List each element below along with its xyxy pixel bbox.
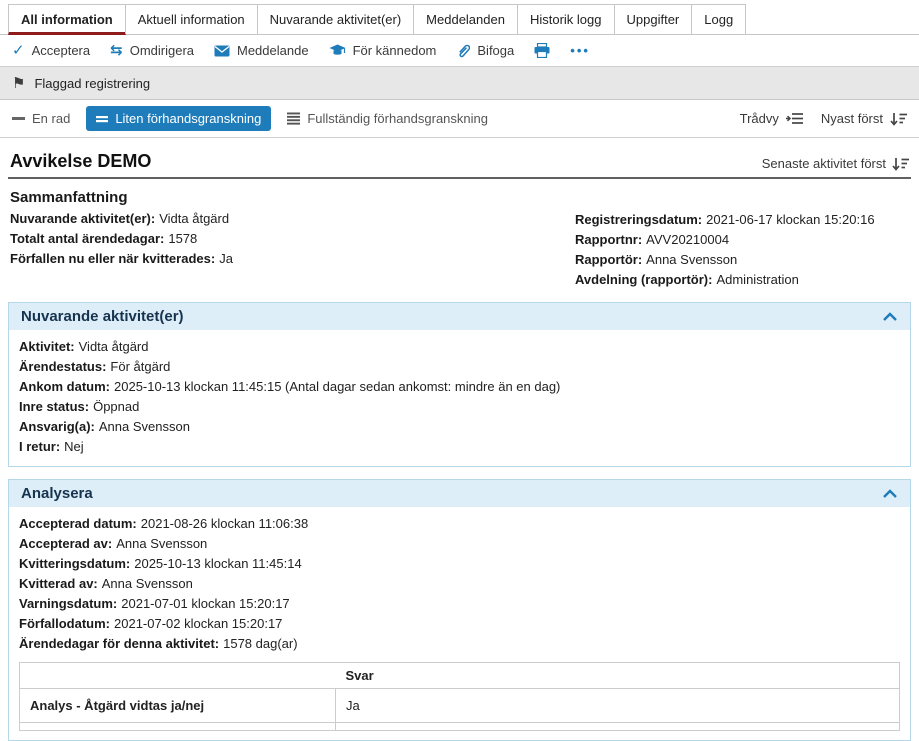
activity-field: Inre status: Öppnad (19, 399, 140, 414)
thread-view-button[interactable]: Trådvy (740, 111, 803, 126)
question-cell: Analys - Åtgärd vidtas ja/nej (19, 688, 336, 723)
one-row-label: En rad (32, 111, 71, 126)
single-line-icon (12, 117, 25, 120)
activity-field: Ansvarig(a): Anna Svensson (19, 419, 190, 434)
analyse-field: Varningsdatum: 2021-07-01 klockan 15:20:1… (19, 596, 290, 611)
sort-descending-icon (890, 112, 907, 126)
summary-field: Förfallen nu eller när kvitterades: Ja (10, 251, 233, 266)
tab-logg[interactable]: Logg (691, 4, 747, 34)
flag-icon: ⚑ (12, 73, 26, 92)
activity-field: I retur: Nej (19, 439, 84, 454)
question-column-header (19, 662, 336, 689)
fyi-label: För kännedom (352, 43, 437, 58)
redirect-button[interactable]: ⇆ Omdirigera (110, 41, 194, 59)
tab-uppgifter[interactable]: Uppgifter (613, 4, 693, 34)
heading-divider (8, 177, 911, 179)
full-preview-view-button[interactable]: Fullständig förhandsgranskning (287, 111, 488, 126)
summary-field: Totalt antal ärendedagar: 1578 (10, 231, 198, 246)
redirect-label: Omdirigera (129, 43, 194, 58)
analyse-field: Accepterad datum: 2021-08-26 klockan 11:0… (19, 516, 309, 531)
analyse-field: Accepterad av: Anna Svensson (19, 536, 208, 551)
activity-field: Ankom datum: 2025-10-13 klockan 11:45:15 … (19, 379, 561, 394)
attach-button[interactable]: Bifoga (456, 43, 514, 58)
small-preview-label: Liten förhandsgranskning (115, 111, 262, 126)
analyse-panel-header[interactable]: Analysera (9, 480, 910, 507)
analyse-answers-table: Svar Analys - Åtgärd vidtas ja/nej Ja (19, 662, 900, 731)
accept-button[interactable]: ✓ Acceptera (12, 41, 91, 59)
one-row-view-button[interactable]: En rad (12, 111, 70, 126)
summary-field: Nuvarande aktivitet(er): Vidta åtgärd (10, 211, 230, 226)
activity-field: Ärendestatus: För åtgärd (19, 359, 171, 374)
analyse-panel: Analysera Accepterad datum: 2021-08-26 kl… (8, 479, 911, 741)
analyse-field: Förfallodatum: 2021-07-02 klockan 15:20:1… (19, 616, 283, 631)
analyse-field: Kvitteringsdatum: 2025-10-13 klockan 11:4… (19, 556, 302, 571)
accept-label: Acceptera (31, 43, 91, 58)
flagged-registration-label: Flaggad registrering (34, 75, 151, 91)
action-toolbar: ✓ Acceptera ⇆ Omdirigera Meddelande För … (0, 35, 919, 67)
current-activity-panel-title: Nuvarande aktivitet(er) (21, 308, 184, 325)
summary-heading: Sammanfattning (10, 189, 128, 206)
full-preview-label: Fullständig förhandsgranskning (307, 111, 488, 126)
check-icon: ✓ (12, 41, 25, 59)
printer-icon (534, 43, 550, 58)
summary-field: Rapportnr: AVV20210004 (575, 232, 730, 247)
view-options-right: Trådvy Nyast först (740, 111, 907, 126)
answer-cell: Ja (335, 688, 900, 723)
summary-field: Avdelning (rapportör): Administration (575, 272, 799, 287)
table-row (19, 722, 900, 731)
summary-field: Registreringsdatum: 2021-06-17 klockan 15… (575, 212, 875, 227)
flagged-registration-bar: ⚑ Flaggad registrering (0, 67, 919, 100)
thread-view-label: Trådvy (739, 111, 779, 126)
small-preview-view-button[interactable]: Liten förhandsgranskning (86, 106, 272, 131)
analyse-panel-body: Accepterad datum: 2021-08-26 klockan 11:0… (9, 507, 910, 740)
page-title: Avvikelse DEMO (10, 151, 152, 171)
table-row: Analys - Åtgärd vidtas ja/nej Ja (19, 688, 900, 723)
analyse-field: Ärendedagar för denna aktivitet: 1578 dag… (19, 636, 298, 651)
attach-label: Bifoga (477, 43, 515, 58)
newest-first-sort-button[interactable]: Nyast först (821, 111, 907, 126)
four-lines-icon (287, 112, 301, 125)
activity-field: Aktivitet: Vidta åtgärd (19, 339, 149, 354)
tab-historik-logg[interactable]: Historik logg (516, 4, 615, 34)
tab-meddelanden[interactable]: Meddelanden (413, 4, 518, 34)
print-button[interactable] (534, 43, 550, 58)
chevron-up-icon[interactable] (882, 311, 898, 322)
question-cell (19, 722, 336, 731)
page-heading-row: Avvikelse DEMO Senaste aktivitet först (10, 151, 909, 172)
redirect-arrows-icon: ⇆ (110, 41, 123, 59)
tab-bar: All information Aktuell information Nuva… (0, 0, 919, 35)
current-activity-panel-header[interactable]: Nuvarande aktivitet(er) (9, 303, 910, 330)
table-header-row: Svar (19, 662, 900, 689)
two-lines-icon (96, 115, 109, 123)
analyse-answers-table-wrapper: Svar Analys - Åtgärd vidtas ja/nej Ja (19, 662, 900, 731)
thread-view-icon (785, 112, 803, 125)
current-activity-panel-body: Aktivitet: Vidta åtgärd Ärendestatus: För … (9, 330, 910, 466)
tab-aktuell-information[interactable]: Aktuell information (124, 4, 258, 34)
tab-all-information[interactable]: All information (8, 4, 126, 35)
sort-descending-icon (892, 157, 909, 171)
chevron-up-icon[interactable] (882, 488, 898, 499)
message-label: Meddelande (237, 43, 309, 58)
envelope-icon (214, 45, 230, 57)
newest-first-label: Nyast först (820, 111, 883, 126)
answer-cell (335, 722, 900, 731)
more-actions-button[interactable]: ••• (570, 43, 590, 58)
summary-left-column: Sammanfattning Nuvarande aktivitet(er): V… (10, 189, 575, 290)
graduation-cap-icon (329, 44, 346, 57)
view-options-bar: En rad Liten förhandsgranskning Fullstän… (0, 100, 919, 138)
activity-sort-button[interactable]: Senaste aktivitet först (762, 156, 909, 172)
summary-section: Sammanfattning Nuvarande aktivitet(er): V… (10, 189, 909, 290)
activity-sort-label: Senaste aktivitet först (761, 156, 886, 171)
message-button[interactable]: Meddelande (214, 43, 309, 58)
summary-right-column: Registreringsdatum: 2021-06-17 klockan 15… (575, 189, 909, 290)
fyi-button[interactable]: För kännedom (329, 43, 437, 58)
current-activity-panel: Nuvarande aktivitet(er) Aktivitet: Vidta … (8, 302, 911, 467)
answer-column-header: Svar (335, 662, 900, 689)
paperclip-icon (456, 43, 471, 58)
analyse-field: Kvitterad av: Anna Svensson (19, 576, 193, 591)
analyse-panel-title: Analysera (21, 485, 93, 502)
tab-nuvarande-aktiviteter[interactable]: Nuvarande aktivitet(er) (256, 4, 415, 34)
summary-field: Rapportör: Anna Svensson (575, 252, 738, 267)
